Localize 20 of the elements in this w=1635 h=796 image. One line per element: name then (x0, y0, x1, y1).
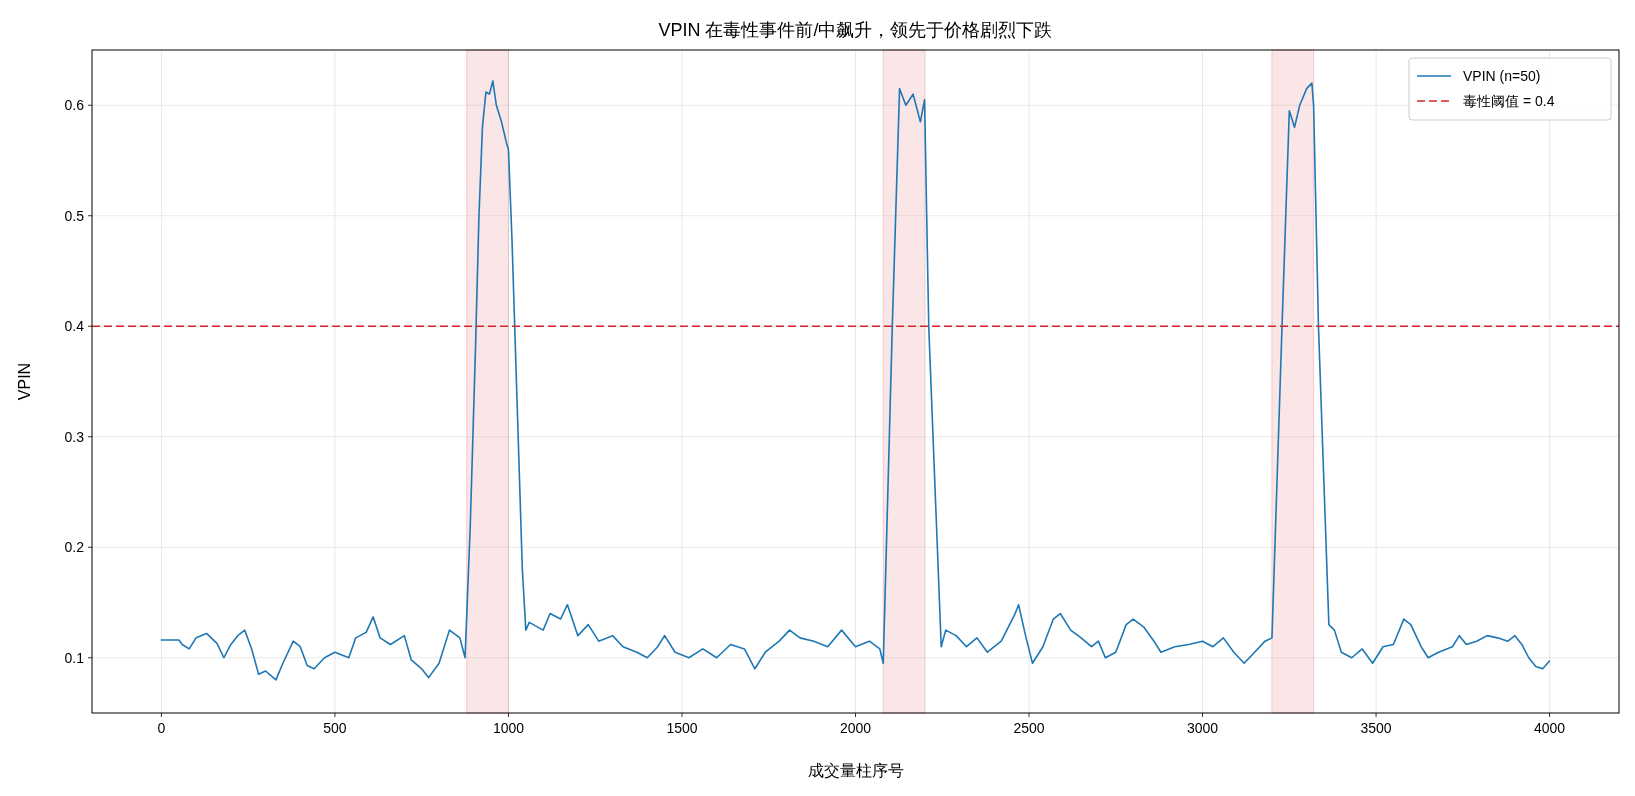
x-axis-title: 成交量柱序号 (807, 762, 904, 779)
x-tick-label: 0 (157, 720, 166, 736)
x-tick-label: 1000 (492, 720, 525, 736)
legend-label: 毒性阈值 = 0.4 (1463, 93, 1555, 109)
legend-label: VPIN (n=50) (1463, 68, 1541, 84)
y-tick-label: 0.1 (64, 649, 85, 666)
x-tick-label: 3000 (1186, 720, 1219, 736)
x-tick-label: 1500 (666, 720, 698, 736)
y-tick-label: 0.6 (64, 97, 85, 114)
y-tick-label: 0.5 (64, 207, 85, 224)
x-tick-label: 2500 (1013, 720, 1045, 736)
y-tick-label: 0.2 (64, 539, 85, 556)
x-tick-label: 2000 (839, 720, 872, 736)
chart-title: VPIN 在毒性事件前/中飙升，领先于价格剧烈下跌 (658, 20, 1053, 40)
y-axis-title: VPIN (16, 362, 33, 401)
y-tick-label: 0.3 (64, 428, 85, 445)
x-tick-label: 3500 (1360, 720, 1392, 736)
y-tick-label: 0.4 (64, 318, 85, 335)
x-tick-label: 500 (323, 720, 347, 736)
x-tick-label: 4000 (1534, 720, 1566, 736)
